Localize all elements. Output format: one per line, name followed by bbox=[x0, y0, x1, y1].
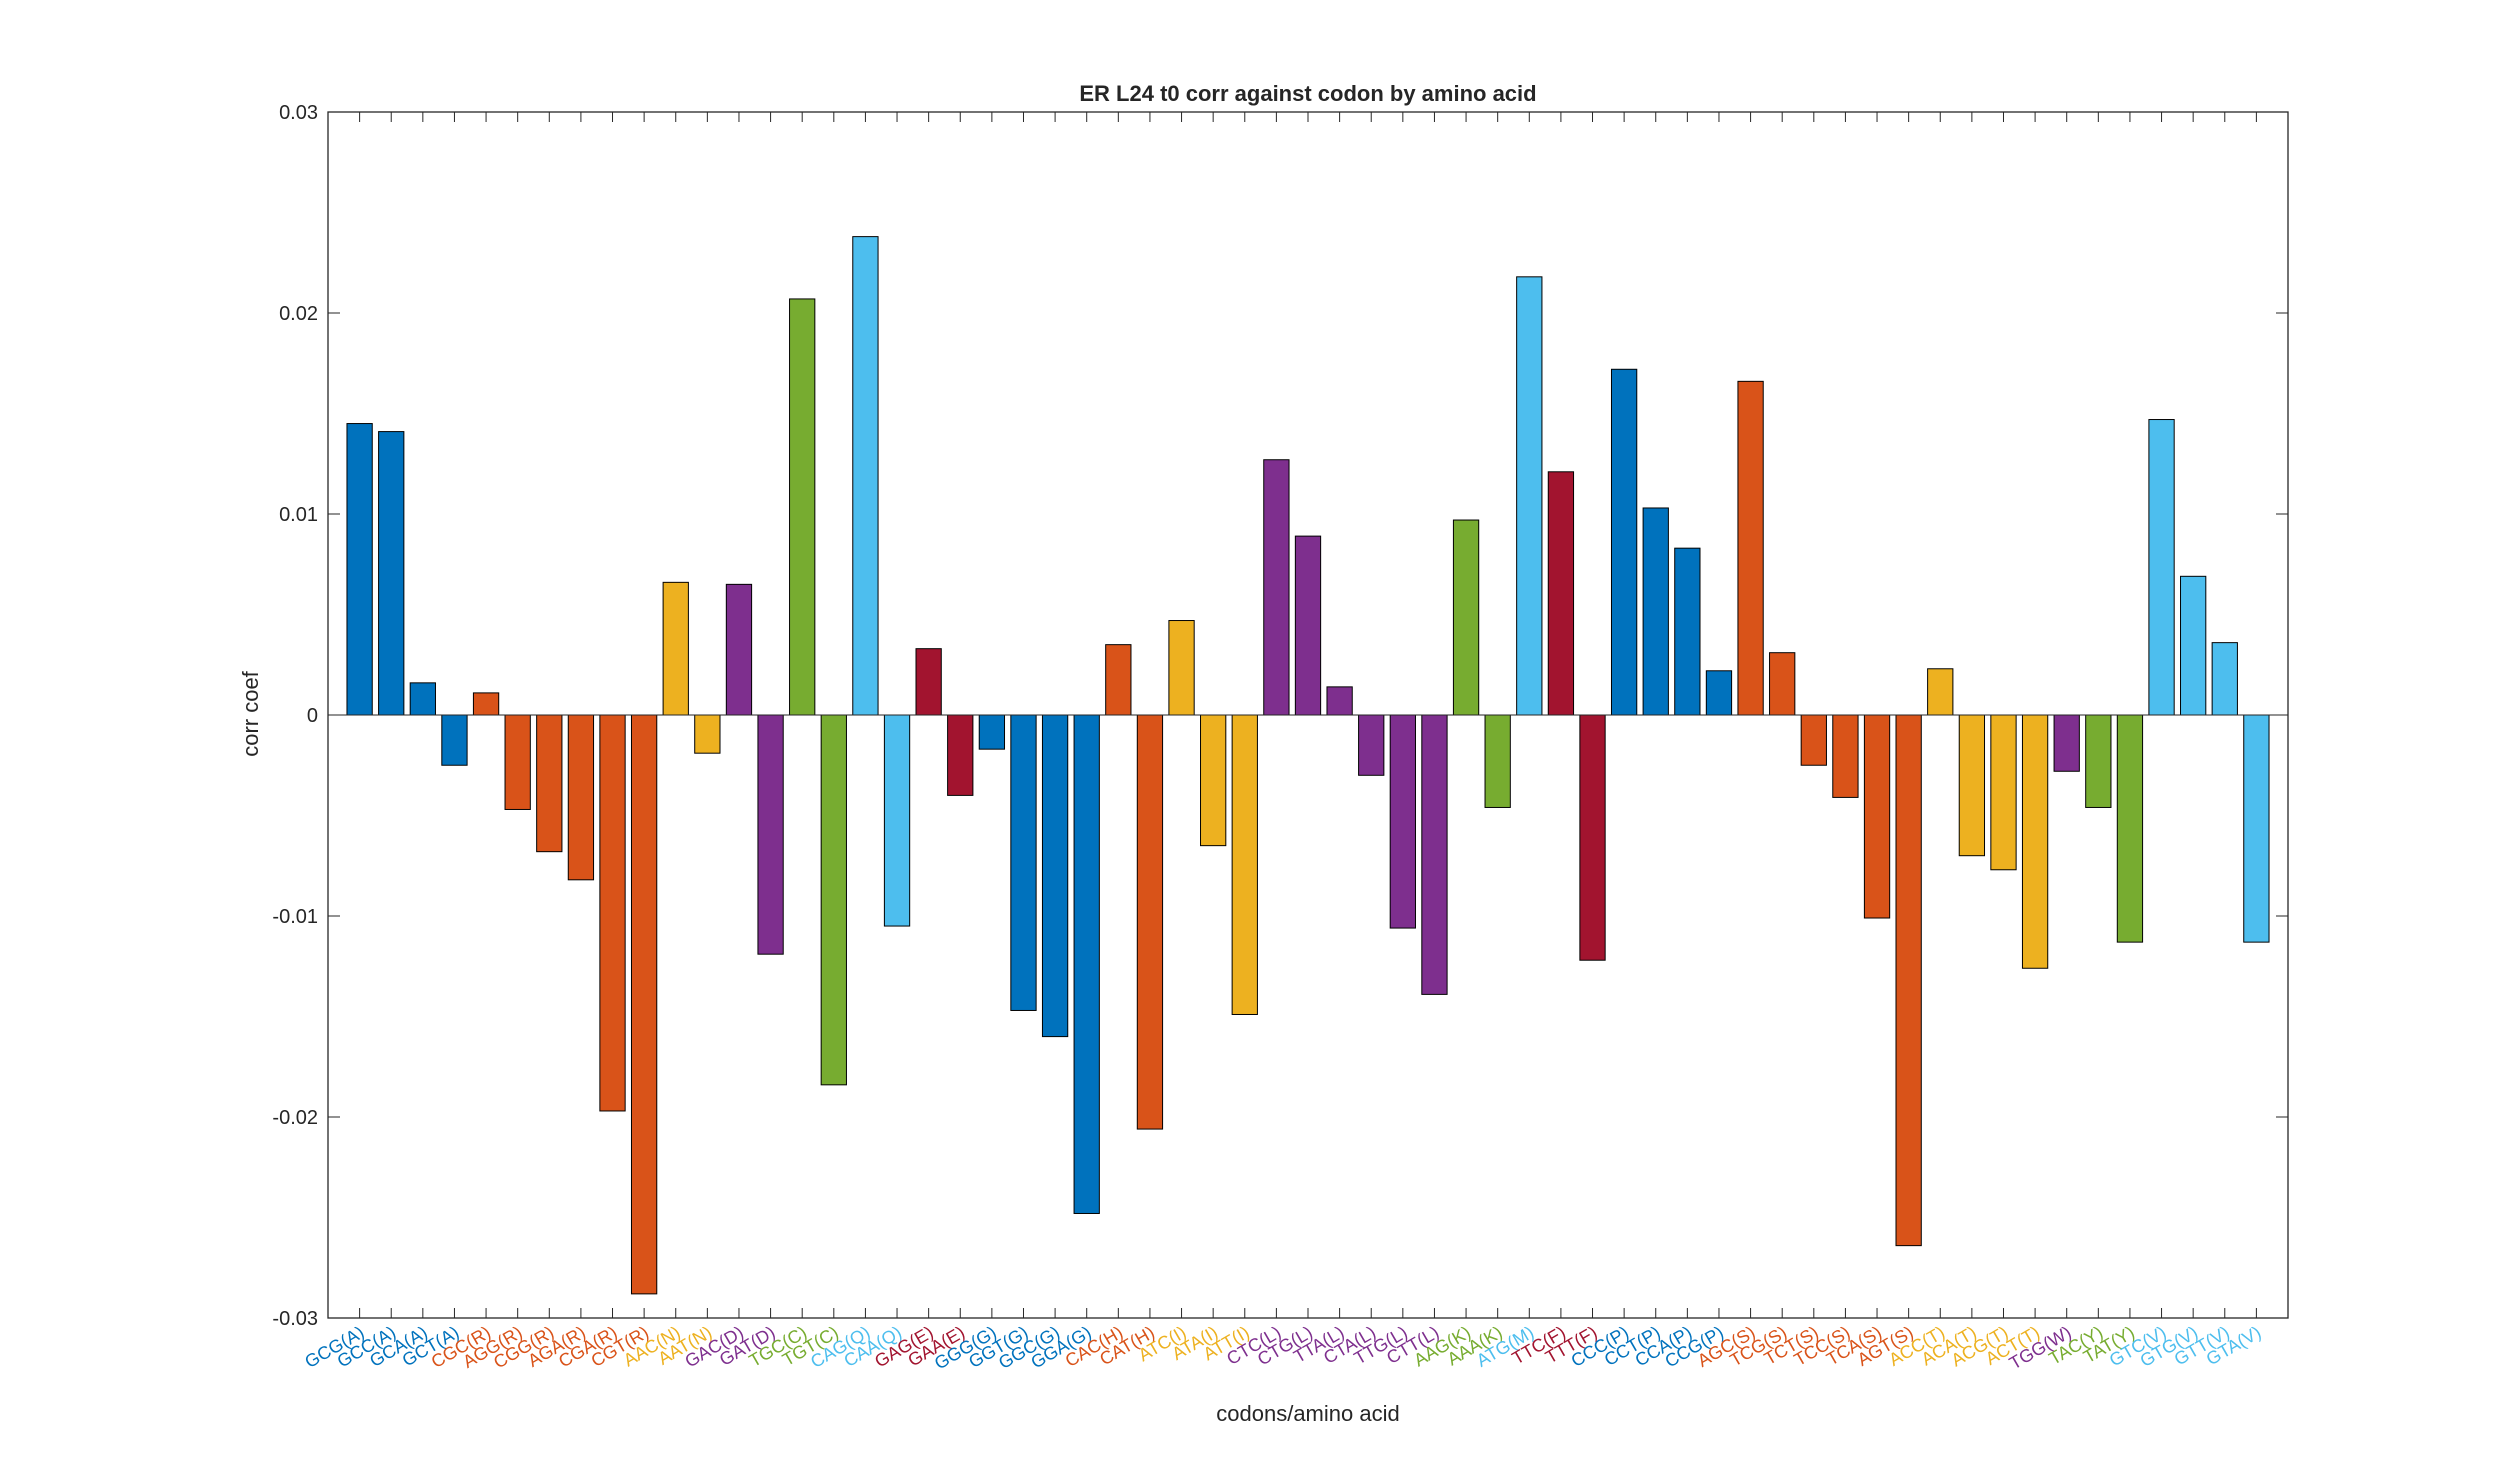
bar bbox=[883, 714, 911, 927]
y-tick-label: 0.01 bbox=[279, 504, 318, 526]
bar bbox=[915, 648, 942, 716]
y-tick-label: -0.02 bbox=[272, 1107, 318, 1129]
bar bbox=[1737, 380, 1764, 716]
bar bbox=[2243, 714, 2270, 943]
bar bbox=[441, 714, 468, 766]
bar bbox=[2085, 714, 2112, 808]
bar bbox=[1990, 714, 2017, 871]
y-axis-label: corr coef bbox=[238, 670, 263, 756]
bar bbox=[1800, 714, 1827, 766]
x-tick-labels: GCG(A)GCC(A)GCA(A)GCT(A)CGC(R)AGG(R)CGG(… bbox=[301, 1322, 2264, 1373]
bar bbox=[1326, 686, 1353, 716]
bar bbox=[504, 714, 531, 810]
bars-layer bbox=[328, 236, 2288, 1295]
bar bbox=[1705, 670, 1733, 716]
bar bbox=[1484, 714, 1511, 808]
bar bbox=[536, 714, 563, 853]
bar bbox=[2148, 419, 2175, 716]
y-tick-label: 0.03 bbox=[279, 102, 318, 124]
bar bbox=[2021, 714, 2049, 969]
bar bbox=[1832, 714, 1859, 798]
bar bbox=[662, 581, 689, 716]
bar bbox=[947, 714, 974, 796]
bar bbox=[1041, 714, 1069, 1038]
bar bbox=[1895, 714, 1922, 1247]
bar bbox=[1516, 276, 1543, 716]
bar bbox=[378, 431, 405, 716]
bar bbox=[1168, 620, 1195, 716]
bar bbox=[789, 298, 816, 716]
bar bbox=[1389, 714, 1416, 929]
bar bbox=[1010, 714, 1037, 1011]
bar bbox=[1421, 714, 1448, 995]
bar bbox=[346, 423, 373, 716]
bar bbox=[1231, 714, 1258, 1015]
bar bbox=[820, 714, 847, 1086]
bar bbox=[852, 236, 879, 716]
bar bbox=[1263, 459, 1290, 716]
bar bbox=[1294, 535, 1322, 716]
bar bbox=[1073, 714, 1100, 1214]
bar bbox=[757, 714, 784, 955]
bar bbox=[1927, 668, 1954, 716]
bar bbox=[2211, 642, 2238, 716]
y-tick-label: -0.03 bbox=[272, 1308, 318, 1330]
bar bbox=[630, 714, 658, 1295]
bar bbox=[2180, 575, 2207, 716]
bar bbox=[2116, 714, 2144, 943]
bar bbox=[978, 714, 1006, 750]
bar bbox=[1863, 714, 1891, 919]
bar bbox=[1547, 471, 1575, 716]
bar bbox=[1958, 714, 1986, 857]
bar bbox=[694, 714, 721, 754]
chart-title: ER L24 t0 corr against codon by amino ac… bbox=[1079, 81, 1536, 106]
bar bbox=[2053, 714, 2080, 772]
bar bbox=[409, 682, 436, 716]
bar bbox=[1200, 714, 1227, 847]
y-tick-label: 0 bbox=[307, 705, 318, 727]
y-tick-label: 0.02 bbox=[279, 303, 318, 325]
bar bbox=[472, 692, 500, 716]
bar bbox=[599, 714, 626, 1112]
y-tick-labels: 0.03 0.02 0.01 0 -0.01 -0.02 -0.03 bbox=[272, 102, 318, 1330]
bar bbox=[1674, 547, 1701, 716]
bar bbox=[1452, 519, 1480, 716]
bar bbox=[1579, 714, 1606, 961]
x-axis-label: codons/amino acid bbox=[1216, 1401, 1399, 1426]
bar bbox=[1136, 714, 1164, 1130]
bar bbox=[1642, 507, 1669, 716]
bar bbox=[1105, 644, 1132, 716]
axes-box bbox=[327, 111, 2289, 1319]
bar bbox=[1610, 368, 1638, 716]
y-tick-label: -0.01 bbox=[272, 906, 318, 928]
bar bbox=[567, 714, 595, 881]
bar bbox=[725, 583, 753, 716]
bar bbox=[1358, 714, 1385, 776]
bar bbox=[1769, 652, 1796, 716]
